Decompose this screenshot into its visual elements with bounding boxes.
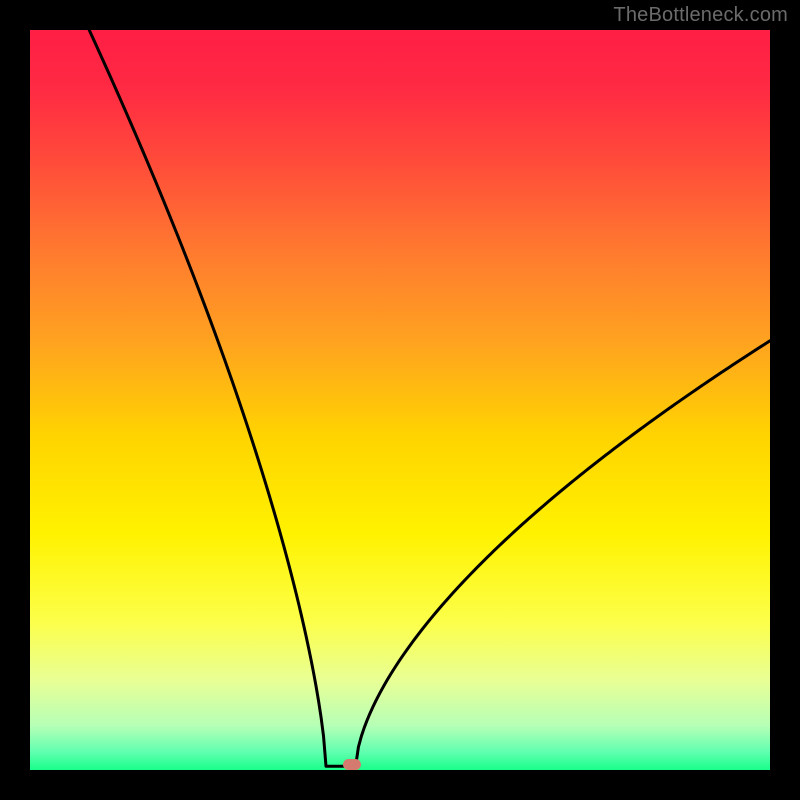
optimal-point-marker bbox=[343, 759, 361, 770]
watermark-text: TheBottleneck.com bbox=[613, 4, 788, 27]
plot-area bbox=[30, 30, 770, 770]
bottleneck-curve bbox=[30, 30, 770, 770]
